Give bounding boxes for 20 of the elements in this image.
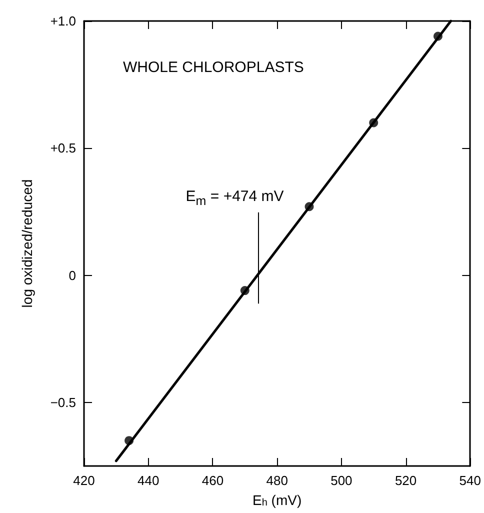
x-tick-label: 520 xyxy=(394,473,417,488)
x-axis-title: Eh (mV) xyxy=(252,492,302,508)
x-tick-label: 480 xyxy=(266,473,288,488)
point xyxy=(369,118,378,128)
x-tick-label: 440 xyxy=(138,473,160,488)
text: WHOLE CHLOROPLASTS xyxy=(123,59,304,76)
y-tick-label: 0 xyxy=(68,268,76,283)
point xyxy=(240,286,250,296)
point xyxy=(304,202,314,212)
x-tick-label: 540 xyxy=(459,473,482,488)
point xyxy=(433,32,442,41)
y-tick-label: +0.5 xyxy=(50,140,76,156)
y-tick-label: +1.0 xyxy=(50,14,76,28)
y-axis-title: log oxidized/reduced xyxy=(19,179,35,308)
ref-line-label: E$_{m}$ = +474 mV xyxy=(186,188,284,208)
point xyxy=(124,436,134,446)
x-tick-label: 460 xyxy=(202,473,224,488)
x-tick-label: 420 xyxy=(73,473,95,488)
y-tick-label: −0.5 xyxy=(50,394,76,410)
x-tick-label: 500 xyxy=(330,473,352,488)
